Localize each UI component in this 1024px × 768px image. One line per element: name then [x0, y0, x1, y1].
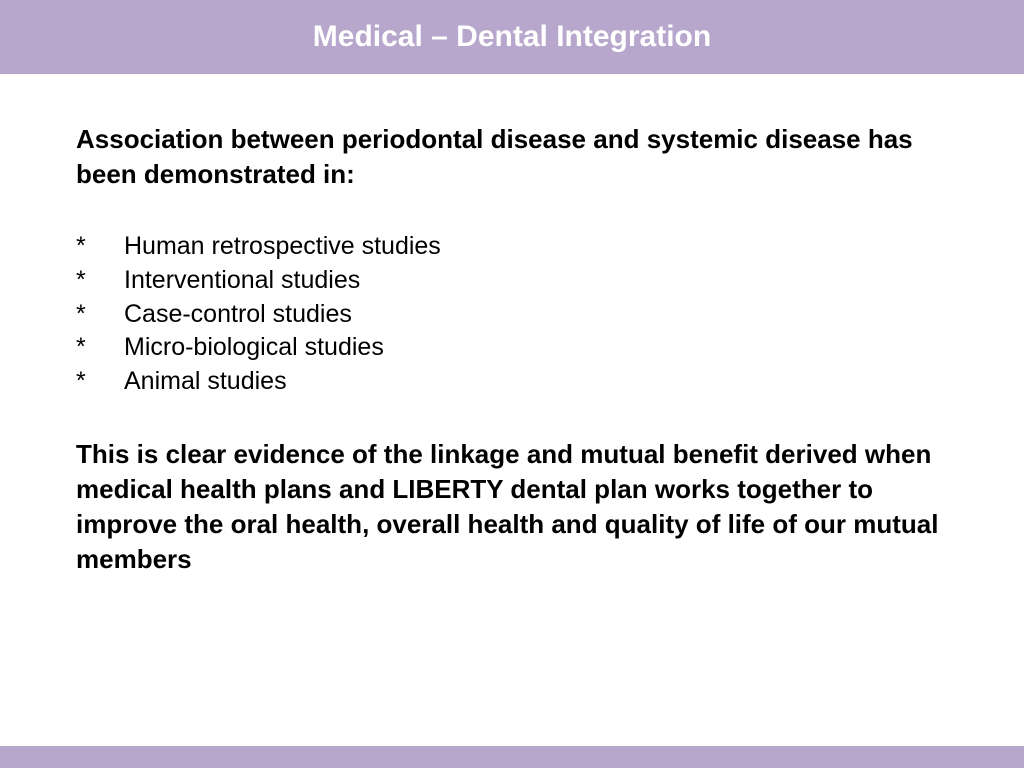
bullet-marker: *	[76, 264, 124, 298]
list-item: * Animal studies	[76, 365, 948, 399]
list-item: * Human retrospective studies	[76, 230, 948, 264]
slide-header: Medical – Dental Integration	[0, 0, 1024, 74]
bullet-text: Interventional studies	[124, 264, 360, 298]
intro-text: Association between periodontal disease …	[76, 122, 948, 192]
bullet-text: Animal studies	[124, 365, 287, 399]
list-item: * Interventional studies	[76, 264, 948, 298]
bullet-marker: *	[76, 230, 124, 264]
closing-text: This is clear evidence of the linkage an…	[76, 437, 948, 577]
list-item: * Micro-biological studies	[76, 331, 948, 365]
slide-footer-bar	[0, 746, 1024, 768]
bullet-marker: *	[76, 298, 124, 332]
slide-content: Association between periodontal disease …	[0, 74, 1024, 577]
bullet-text: Case-control studies	[124, 298, 352, 332]
bullet-text: Micro-biological studies	[124, 331, 384, 365]
bullet-marker: *	[76, 331, 124, 365]
bullet-text: Human retrospective studies	[124, 230, 441, 264]
bullet-marker: *	[76, 365, 124, 399]
bullet-list: * Human retrospective studies * Interven…	[76, 230, 948, 399]
slide-title: Medical – Dental Integration	[313, 20, 711, 54]
list-item: * Case-control studies	[76, 298, 948, 332]
